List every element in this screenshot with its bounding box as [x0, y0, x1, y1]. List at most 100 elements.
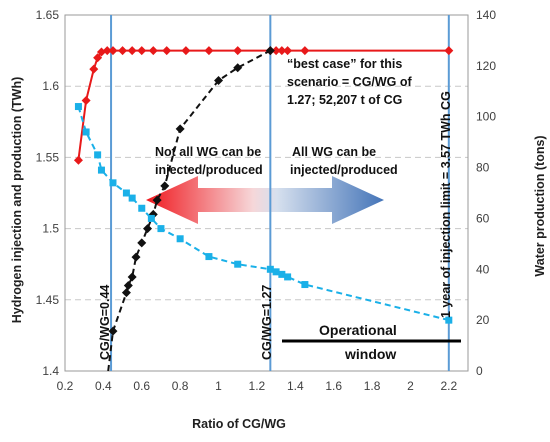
x-tick-label: 1.8	[364, 379, 381, 393]
vline-label-044: CG/WG=0.44	[98, 285, 112, 360]
y2-tick-label: 100	[476, 110, 496, 124]
y2-tick-label: 120	[476, 59, 496, 73]
y-tick-label: 1.65	[36, 8, 60, 22]
all-wg-line-2: injected/produced	[290, 163, 398, 177]
data-point	[300, 46, 310, 56]
data-point	[284, 273, 292, 281]
data-point	[152, 195, 162, 205]
data-point	[214, 76, 224, 86]
data-point	[147, 214, 155, 222]
x-tick-label: 0.8	[172, 379, 189, 393]
data-point	[143, 224, 153, 234]
y2-tick-label: 20	[476, 313, 490, 327]
vline-label-127: CG/WG=1.27	[260, 285, 274, 360]
data-point	[157, 225, 165, 233]
data-point	[283, 46, 293, 56]
y2-tick-label: 40	[476, 262, 490, 276]
data-point	[162, 46, 172, 56]
data-point	[137, 46, 147, 56]
data-point	[127, 46, 137, 56]
data-point	[89, 64, 99, 74]
best-case-line-3: 1.27; 52,207 t of CG	[287, 93, 402, 107]
x-tick-label: 1	[215, 379, 222, 393]
x-tick-label: 2.2	[440, 379, 457, 393]
data-point	[233, 46, 243, 56]
data-point	[204, 46, 214, 56]
data-point	[102, 46, 112, 56]
double-arrow	[146, 176, 384, 224]
data-point	[271, 46, 281, 56]
data-point	[109, 179, 117, 187]
all-wg-annotation: All WG can be injected/produced	[290, 145, 398, 177]
x-tick-label: 1.2	[249, 379, 266, 393]
y-axis-title: Hydrogen injection and production (TWh)	[10, 77, 24, 324]
data-point	[122, 189, 130, 197]
not-all-line-2: injected/produced	[155, 163, 263, 177]
not-all-line-1: Not all WG can be	[155, 145, 261, 159]
data-point	[138, 204, 146, 212]
y-tick-label: 1.55	[36, 150, 60, 164]
series-layer	[73, 46, 454, 372]
best-case-line-2: scenario = CG/WG of	[287, 75, 413, 89]
y-tick-label: 1.45	[36, 293, 60, 307]
y2-tick-label: 0	[476, 364, 483, 378]
x-tick-label: 0.6	[133, 379, 150, 393]
x-tick-label: 1.6	[325, 379, 342, 393]
y2-tick-label: 140	[476, 8, 496, 22]
data-point	[108, 326, 118, 336]
data-point	[97, 166, 105, 174]
data-point	[176, 235, 184, 243]
data-point	[175, 124, 185, 134]
data-point	[108, 46, 118, 56]
plot-area	[64, 14, 469, 372]
x-tick-label: 1.4	[287, 379, 304, 393]
data-point	[81, 95, 91, 105]
data-point	[444, 46, 454, 56]
data-point	[160, 181, 170, 191]
vertical-lines	[110, 15, 450, 371]
operational-line-2: window	[344, 346, 396, 362]
series-hydrogen-production	[73, 46, 454, 165]
not-all-annotation: Not all WG can be injected/produced	[155, 145, 263, 177]
all-wg-line-1: All WG can be	[292, 145, 376, 159]
data-point	[265, 46, 275, 56]
data-point	[301, 281, 309, 289]
data-point	[137, 238, 147, 248]
data-point	[121, 288, 131, 298]
y-tick-label: 1.6	[42, 79, 59, 93]
best-case-annotation: “best case” for this scenario = CG/WG of…	[287, 57, 413, 107]
x-tick-label: 2	[407, 379, 414, 393]
data-point	[128, 194, 136, 202]
x-tick-label: 0.2	[57, 379, 74, 393]
data-point	[82, 128, 90, 136]
data-point	[73, 155, 83, 165]
y2-tick-label: 60	[476, 211, 490, 225]
plot-border	[64, 14, 469, 372]
series-water-production	[74, 103, 453, 324]
data-point	[181, 46, 191, 56]
y-tick-label: 1.4	[42, 364, 59, 378]
data-point	[74, 103, 82, 111]
data-point	[205, 253, 213, 261]
operational-line-1: Operational	[319, 322, 397, 338]
data-point	[266, 265, 274, 273]
data-point	[131, 252, 141, 262]
data-point	[445, 316, 453, 324]
operational-window-annotation: Operational window	[319, 322, 397, 362]
data-point	[277, 46, 287, 56]
ticks-layer: 0.2 0.4 0.6 0.8 1 1.2 1.4 1.6 1.8 2 2.2 1.4 1.45 1.5 1…	[36, 8, 497, 393]
data-point	[233, 63, 243, 73]
gridlines	[65, 85, 468, 301]
vline-label-22: 1 year of injection limit = 3.57 TWh CG	[439, 91, 453, 318]
data-point	[278, 270, 286, 278]
data-point	[118, 46, 128, 56]
series-gas-injection	[107, 46, 275, 372]
y-tick-label: 1.5	[42, 222, 59, 236]
data-point	[94, 151, 102, 159]
data-point	[123, 281, 133, 291]
y2-tick-label: 80	[476, 161, 490, 175]
x-axis-title: Ratio of CG/WG	[192, 417, 286, 431]
data-point	[272, 268, 280, 276]
x-tick-label: 0.4	[95, 379, 112, 393]
